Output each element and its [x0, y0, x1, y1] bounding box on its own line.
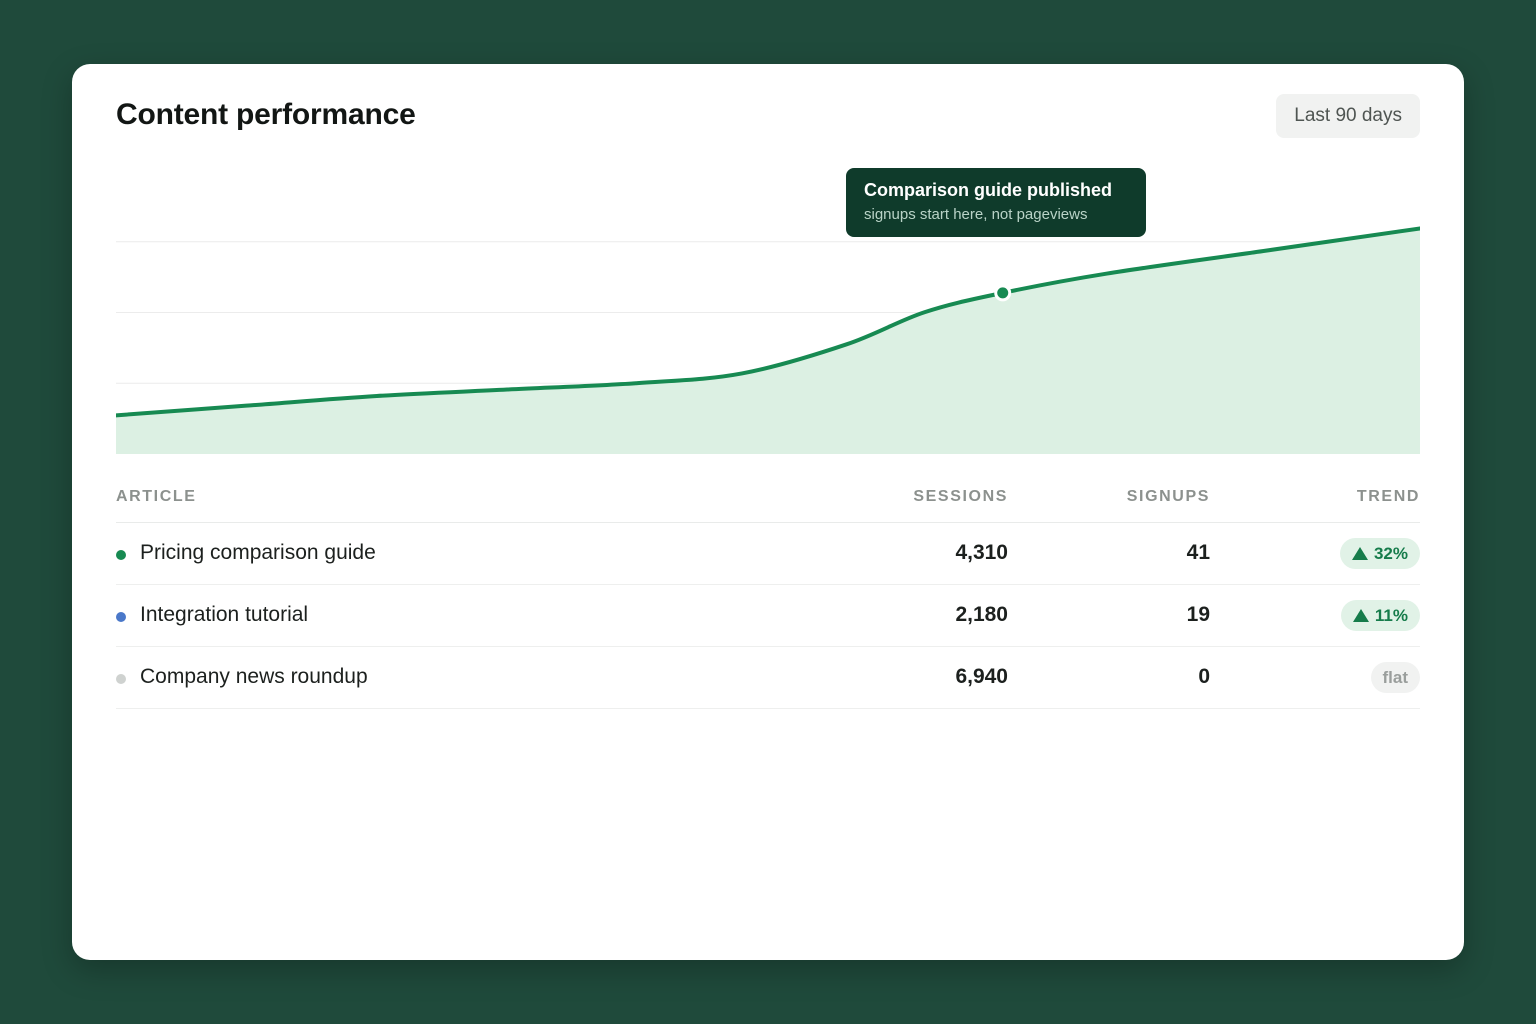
- status-dot: [116, 674, 126, 684]
- status-dot: [116, 612, 126, 622]
- annotation-subtitle: signups start here, not pageviews: [864, 206, 1088, 223]
- article-title: Integration tutorial: [140, 603, 309, 626]
- sessions-value: 2,180: [955, 603, 1008, 626]
- chart-series-line: [116, 226, 1420, 418]
- page-title: Content performance: [116, 98, 416, 131]
- chart-annotation-marker: [994, 284, 1012, 302]
- trend-badge: 11%: [1340, 600, 1420, 631]
- date-range-button[interactable]: Last 90 days: [1276, 94, 1420, 138]
- article-title: Company news roundup: [140, 665, 368, 688]
- article-title: Pricing comparison guide: [140, 541, 376, 564]
- chart-area-fill: [116, 228, 1420, 454]
- table-row[interactable]: Pricing comparison guide 4,310 41 32%: [116, 523, 1420, 585]
- articles-table: ARTICLE SESSIONS SIGNUPS TREND Pricing c…: [116, 478, 1420, 709]
- signups-value: 19: [1186, 603, 1210, 626]
- column-header-trend[interactable]: TREND: [1356, 488, 1420, 505]
- content-performance-card: Content performance Last 90 days Compari…: [72, 64, 1464, 960]
- column-header-article[interactable]: ARTICLE: [116, 488, 197, 505]
- status-dot: [116, 550, 126, 560]
- signups-value: 0: [1198, 665, 1210, 688]
- column-header-sessions[interactable]: SESSIONS: [913, 488, 1008, 505]
- trend-value: 32%: [1373, 544, 1408, 563]
- table-row[interactable]: Company news roundup 6,940 0 flat: [116, 647, 1420, 709]
- column-header-signups[interactable]: SIGNUPS: [1126, 488, 1210, 505]
- trend-value: 11%: [1374, 606, 1408, 625]
- table-row[interactable]: Integration tutorial 2,180 19 11%: [116, 585, 1420, 647]
- trend-badge: flat: [1370, 662, 1420, 693]
- table-header: ARTICLE SESSIONS SIGNUPS TREND: [116, 478, 1420, 523]
- trend-up-icon: [1352, 609, 1369, 622]
- sessions-value: 4,310: [955, 541, 1008, 564]
- chart-annotation-tooltip: Comparison guide published signups start…: [846, 168, 1146, 237]
- trend-up-icon: [1351, 547, 1368, 560]
- annotation-title: Comparison guide published: [864, 180, 1113, 200]
- trend-value: flat: [1382, 668, 1409, 687]
- signups-value: 41: [1186, 541, 1210, 564]
- sessions-value: 6,940: [955, 665, 1008, 688]
- trend-badge: 32%: [1339, 538, 1420, 569]
- sessions-area-chart: [116, 226, 1420, 454]
